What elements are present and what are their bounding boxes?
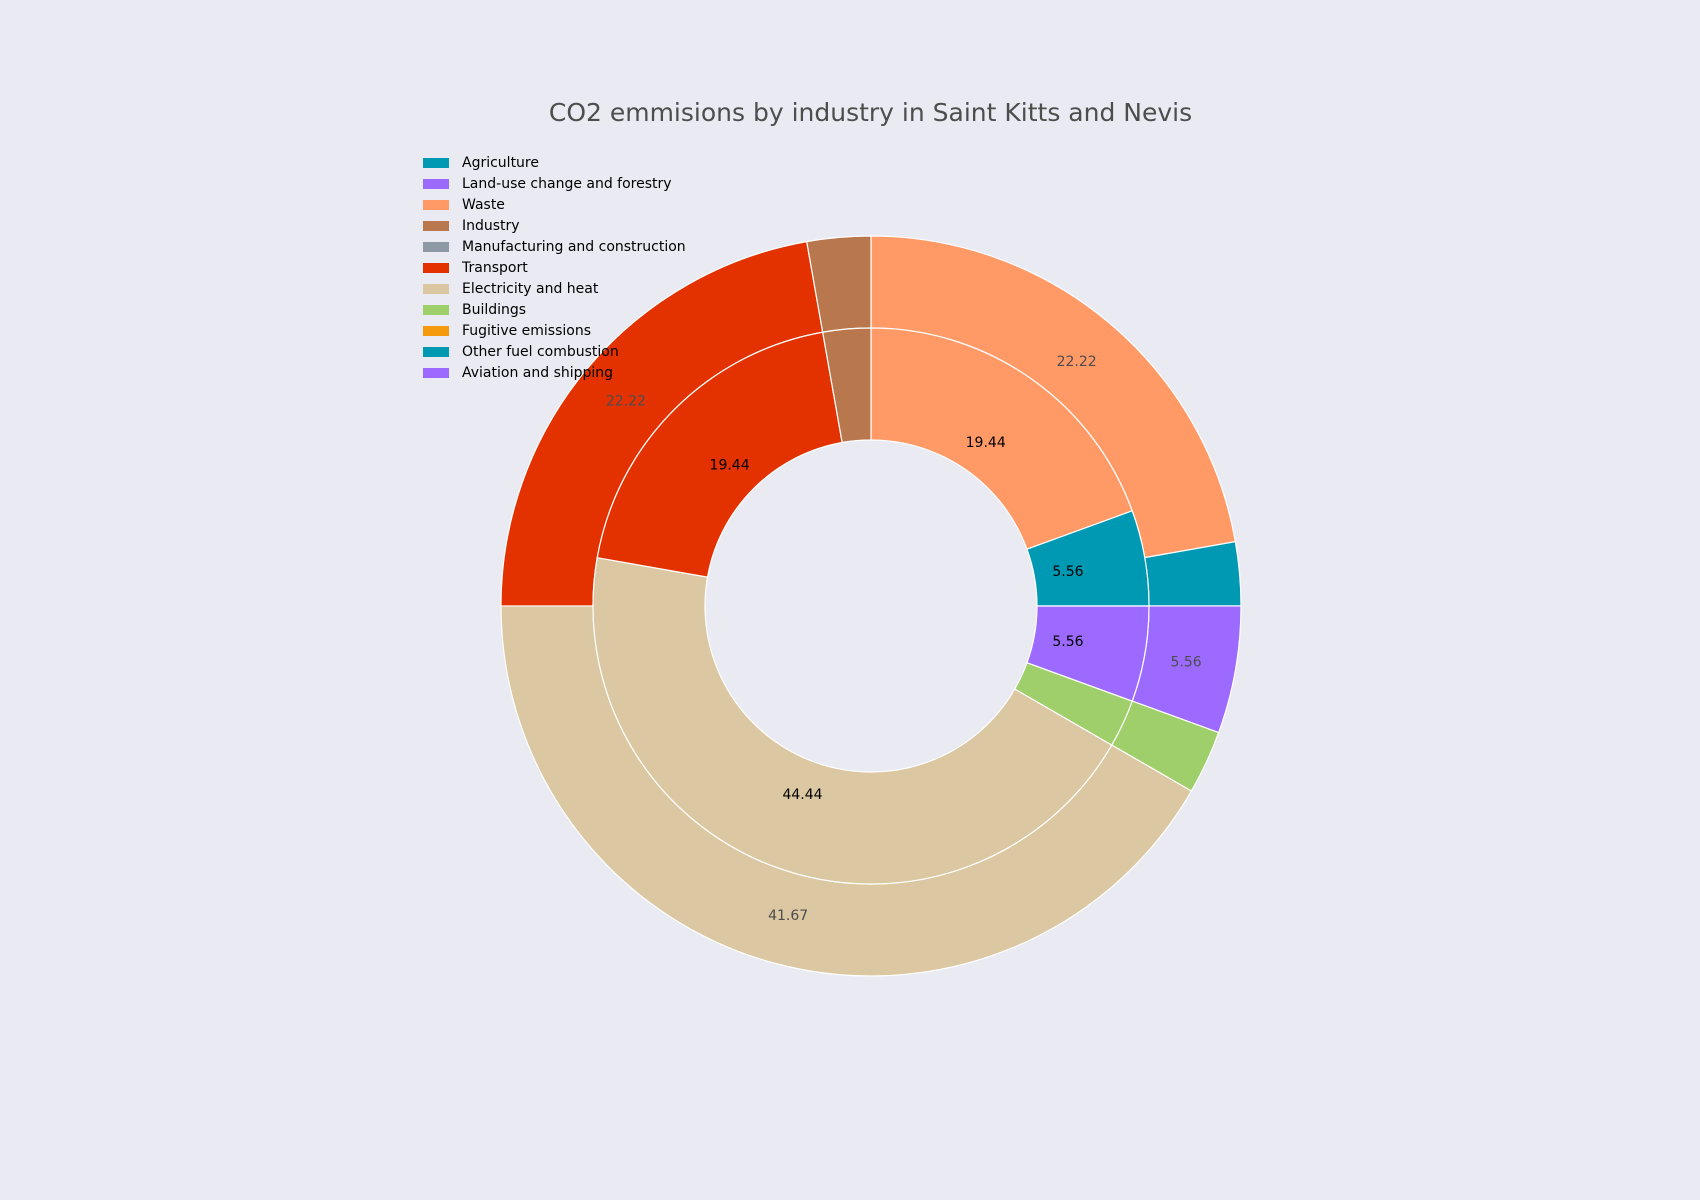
legend: Agriculture Land-use change and forestry W… (423, 152, 686, 383)
legend-item[interactable]: Transport (423, 257, 686, 278)
legend-swatch (423, 199, 449, 210)
inner-ring-label: 19.44 (966, 435, 1006, 451)
legend-label: Aviation and shipping (462, 364, 614, 381)
inner-ring-slice[interactable] (870, 327, 1133, 550)
outer-ring-label: 22.22 (1057, 354, 1097, 370)
legend-item[interactable]: Electricity and heat (423, 278, 686, 299)
legend-label: Fugitive emissions (462, 322, 592, 339)
inner-ring-label: 5.56 (1052, 634, 1083, 650)
inner-ring-label: 5.56 (1052, 564, 1083, 580)
legend-swatch (423, 157, 449, 168)
chart-title: CO2 emmisions by industry in Saint Kitts… (548, 98, 1193, 127)
legend-label: Waste (462, 196, 505, 213)
outer-ring-label: 22.22 (606, 393, 646, 409)
legend-label: Industry (462, 217, 520, 234)
legend-item[interactable]: Waste (423, 194, 686, 215)
legend-swatch (423, 304, 449, 315)
legend-label: Electricity and heat (462, 280, 599, 297)
legend-label: Other fuel combustion (462, 343, 619, 360)
legend-item[interactable]: Other fuel combustion (423, 341, 686, 362)
outer-ring-label: 41.67 (768, 908, 808, 924)
legend-label: Manufacturing and construction (462, 238, 686, 255)
inner-ring-slice[interactable] (821, 327, 872, 444)
legend-item[interactable]: Agriculture (423, 152, 686, 173)
outer-ring-label: 5.56 (1171, 655, 1202, 671)
inner-ring-slice[interactable] (592, 556, 1113, 885)
legend-swatch (423, 241, 449, 252)
inner-ring-label: 19.44 (710, 458, 750, 474)
legend-swatch (423, 283, 449, 294)
inner-ring-label: 44.44 (782, 787, 822, 803)
legend-item[interactable]: Buildings (423, 299, 686, 320)
legend-swatch (423, 178, 449, 189)
legend-item[interactable]: Fugitive emissions (423, 320, 686, 341)
legend-swatch (423, 220, 449, 231)
legend-label: Land-use change and forestry (462, 175, 672, 192)
legend-item[interactable]: Land-use change and forestry (423, 173, 686, 194)
legend-swatch (423, 325, 449, 336)
inner-ring-slice[interactable] (596, 331, 843, 578)
legend-item[interactable]: Aviation and shipping (423, 362, 686, 383)
legend-item[interactable]: Industry (423, 215, 686, 236)
legend-swatch (423, 262, 449, 273)
legend-item[interactable]: Manufacturing and construction (423, 236, 686, 257)
legend-label: Buildings (462, 301, 527, 318)
legend-label: Transport (462, 259, 528, 276)
legend-swatch (423, 346, 449, 357)
legend-swatch (423, 367, 449, 378)
legend-label: Agriculture (462, 154, 539, 171)
